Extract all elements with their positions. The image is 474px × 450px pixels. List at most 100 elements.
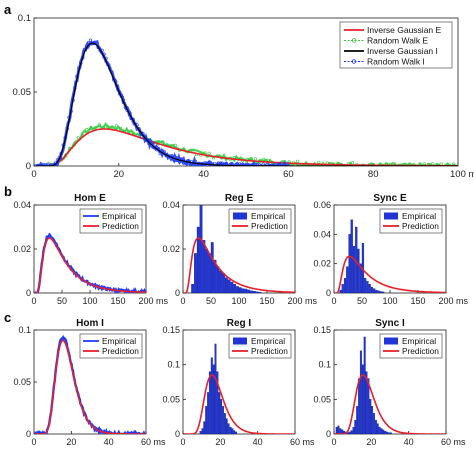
chart-b2-x-tick-label: 150 xyxy=(259,296,274,306)
chart-c2-plot-area xyxy=(183,343,295,434)
chart-a-x-tick-label: 40 xyxy=(198,169,209,180)
random-walk-i-point xyxy=(277,163,281,166)
chart-b2-bar xyxy=(213,259,217,293)
chart-b3-x-tick-label: 0 xyxy=(331,296,336,306)
chart-c2-bar xyxy=(235,431,238,434)
chart-c1-legend-label: Prediction xyxy=(102,346,139,356)
chart-b2-legend-swatch xyxy=(233,212,247,220)
chart-b2-bar xyxy=(219,270,223,293)
chart-b2-x-tick-label: 50 xyxy=(206,296,216,306)
chart-b2-bar xyxy=(230,281,234,293)
chart-c3-bar xyxy=(348,431,351,434)
chart-c3-plot-area xyxy=(334,336,446,434)
chart-c1-legend-label: Empirical xyxy=(102,336,136,346)
chart-c2-legend-swatch xyxy=(233,337,247,345)
chart-c3-series-prediction xyxy=(334,374,446,434)
chart-c2-y-tick-label: 0 xyxy=(175,429,180,439)
chart-c2-bar xyxy=(199,431,202,434)
random-walk-i-point xyxy=(255,163,260,166)
chart-b2-bar xyxy=(224,277,228,293)
chart-b2-bar xyxy=(233,284,237,293)
chart-c3-bar xyxy=(384,431,387,434)
random-walk-i-point xyxy=(98,48,102,52)
chart-c1-y-tick-label: 0.05 xyxy=(13,377,31,387)
chart-b3-bar xyxy=(346,266,349,293)
chart-c2-bar xyxy=(203,421,206,434)
random-walk-e-point xyxy=(207,151,211,155)
chart-b2-bar xyxy=(238,287,242,293)
chart-b3-y-tick-label: 0 xyxy=(326,288,331,298)
chart-c3-bar xyxy=(380,428,383,434)
chart-c3-bar xyxy=(356,406,359,434)
chart-b3-legend-swatch xyxy=(384,212,398,220)
chart-b1-plot-area xyxy=(34,232,146,293)
random-walk-e-point xyxy=(93,126,97,130)
random-walk-e-point xyxy=(262,157,266,161)
chart-c3-bar xyxy=(358,378,361,434)
chart-c3-bar xyxy=(363,336,366,434)
series-inverse-gaussian-i xyxy=(36,42,458,166)
chart-b3-y-tick-label: 0.04 xyxy=(313,229,331,239)
random-walk-i-point xyxy=(44,163,48,166)
chart-c2-legend-label: Empirical xyxy=(251,336,285,346)
chart-b2-bar xyxy=(227,279,231,293)
chart-c1-plot-area xyxy=(34,334,146,434)
random-walk-e-point xyxy=(118,126,123,130)
random-walk-e-point xyxy=(253,157,258,161)
chart-c1-x-tick-label: 40 xyxy=(104,437,114,447)
random-walk-i-point xyxy=(244,164,248,166)
chart-c2-bar xyxy=(207,392,210,434)
chart-b2-x-tick-label: 0 xyxy=(180,296,185,306)
chart-a-legend-label: Inverse Gaussian I xyxy=(367,46,438,56)
panel-label-a: a xyxy=(4,2,12,17)
chart-b2-title: Reg E xyxy=(225,193,254,204)
random-walk-i-point xyxy=(42,163,46,166)
random-walk-e-point xyxy=(173,143,177,147)
chart-b3-bar xyxy=(339,289,342,293)
chart-c2-bar xyxy=(210,357,213,434)
random-walk-i-point xyxy=(282,163,287,166)
chart-c3-bar xyxy=(386,431,389,434)
random-walk-e-point xyxy=(106,125,110,129)
chart-b3-x-tick-label: 200 ms xyxy=(438,296,468,306)
chart-b2-y-tick-label: 0.02 xyxy=(162,244,180,254)
chart-b1-y-tick-label: 0 xyxy=(26,288,31,298)
chart-c3-bar xyxy=(376,423,379,434)
random-walk-i-point xyxy=(40,164,44,166)
chart-b2-bar xyxy=(247,289,251,293)
random-walk-e-point xyxy=(249,157,253,161)
chart-c3-bar xyxy=(387,432,390,434)
random-walk-e-point xyxy=(161,140,165,144)
chart-c3-x-tick-label: 0 xyxy=(331,437,336,447)
chart-c1-x-tick-label: 0 xyxy=(31,437,36,447)
random-walk-i-point xyxy=(88,38,93,42)
chart-b2-bar xyxy=(222,273,225,293)
chart-b2-bar xyxy=(210,242,214,293)
chart-b3-plot-area xyxy=(334,219,446,293)
random-walk-i-point xyxy=(34,164,38,166)
chart-b1-x-tick-label: 150 xyxy=(110,296,125,306)
chart-a-y-tick-label: 0.05 xyxy=(13,87,32,98)
chart-c1-x-tick-label: 60 ms xyxy=(141,437,166,447)
chart-c2-y-tick-label: 0.15 xyxy=(162,325,180,335)
chart-b2-bar xyxy=(208,253,211,293)
chart-a-plot-area xyxy=(34,38,458,166)
chart-b3-legend-label: Prediction xyxy=(402,221,439,231)
chart-c3-bar xyxy=(382,429,385,434)
random-walk-e-point xyxy=(296,159,300,163)
random-walk-i-point xyxy=(257,163,261,166)
chart-c3-legend-swatch xyxy=(384,337,398,345)
random-walk-i-point xyxy=(226,164,230,166)
chart-b3-bar xyxy=(370,286,374,293)
chart-a-x-tick-label: 60 xyxy=(283,169,294,180)
chart-b2-bar xyxy=(258,291,262,293)
chart-c2-bar xyxy=(214,343,217,434)
chart-b3-bar xyxy=(357,248,360,293)
random-walk-i-point xyxy=(259,164,263,166)
chart-c3-bar xyxy=(343,431,346,434)
chart-b3-legend-label: Empirical xyxy=(402,211,436,221)
chart-b3-bar xyxy=(377,290,380,293)
chart-c2-y-tick-label: 0.05 xyxy=(162,394,180,404)
panel-label-b: b xyxy=(4,184,12,199)
chart-b2-legend-label: Empirical xyxy=(251,211,285,221)
